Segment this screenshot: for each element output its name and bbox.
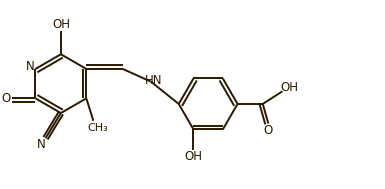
Text: CH₃: CH₃ [87, 123, 108, 133]
Text: O: O [264, 124, 273, 137]
Text: O: O [2, 92, 11, 105]
Text: N: N [37, 138, 46, 151]
Text: OH: OH [184, 150, 203, 163]
Text: OH: OH [280, 81, 298, 94]
Text: HN: HN [145, 74, 162, 87]
Text: N: N [25, 60, 34, 73]
Text: OH: OH [52, 18, 70, 31]
